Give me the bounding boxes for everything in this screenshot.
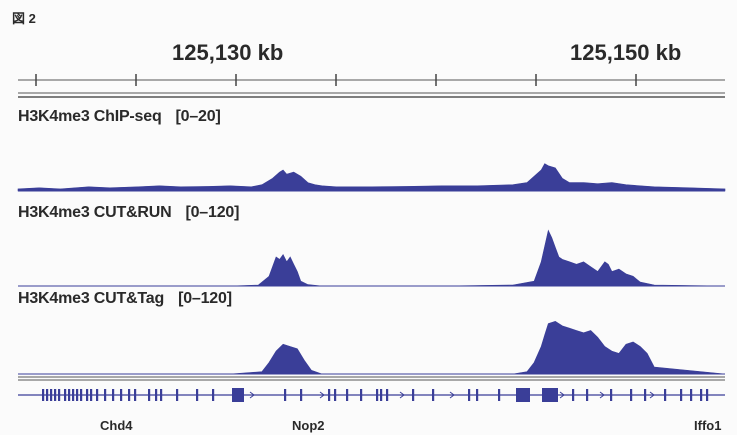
gene-exon [120, 389, 123, 401]
gene-exon [112, 389, 115, 401]
signal-area-cuttag [18, 320, 726, 375]
track-label-chipseq: H3K4me3 ChIP-seq [0–20] [18, 108, 221, 126]
gene-exon [468, 389, 471, 401]
gene-exon [64, 389, 67, 401]
gene-exon [50, 389, 53, 401]
gene-exon [630, 389, 633, 401]
strand-arrow [449, 391, 455, 399]
gene-exon [680, 389, 683, 401]
gene-exon [432, 389, 435, 401]
track-name-chipseq: H3K4me3 ChIP-seq [18, 108, 162, 125]
gene-label-iffo1: Iffo1 [694, 418, 722, 433]
gene-exon [42, 389, 45, 401]
track-label-cutrun: H3K4me3 CUT&RUN [0–120] [18, 204, 239, 222]
strand-arrow [649, 391, 655, 399]
gene-exon [86, 389, 89, 401]
gene-exon [46, 389, 49, 401]
signal-area-chipseq [17, 163, 726, 192]
strand-arrow [559, 391, 565, 399]
gene-exon [690, 389, 693, 401]
gene-exon [360, 389, 363, 401]
gene-exon [134, 389, 137, 401]
track-name-cuttag: H3K4me3 CUT&Tag [18, 290, 165, 307]
ruler-label-125130: 125,130 kb [172, 40, 284, 65]
gene-exon [96, 389, 99, 401]
track-range-chipseq: [0–20] [175, 108, 221, 125]
gene-exon [376, 389, 379, 401]
gene-exon [706, 389, 709, 401]
gene-exon [498, 389, 501, 401]
gene-exon [586, 389, 589, 401]
strand-arrow [319, 391, 325, 399]
gene-exon [176, 389, 179, 401]
gene-label-nop2: Nop2 [292, 418, 325, 433]
gene-exon [334, 389, 337, 401]
gene-exon [300, 389, 303, 401]
gene-exon [644, 389, 647, 401]
gene-label-chd4: Chd4 [100, 418, 133, 433]
gene-exon [90, 389, 93, 401]
gene-exon [68, 389, 71, 401]
gene-exon [72, 389, 75, 401]
gene-exon [196, 389, 199, 401]
gene-exon [664, 389, 667, 401]
gene-exon [58, 389, 61, 401]
strand-arrow [399, 391, 405, 399]
track-label-cuttag: H3K4me3 CUT&Tag [0–120] [18, 290, 232, 308]
gene-exon-block [232, 388, 244, 402]
ruler-label-125150: 125,150 kb [570, 40, 682, 65]
gene-exon-block [516, 388, 530, 402]
gene-exon [155, 389, 158, 401]
gene-exon [700, 389, 703, 401]
strand-arrow [249, 391, 255, 399]
track-name-cutrun: H3K4me3 CUT&RUN [18, 204, 172, 221]
gene-exon [160, 389, 163, 401]
gene-exon [412, 389, 415, 401]
figure-label: 図 2 [12, 11, 36, 26]
gene-exon [346, 389, 349, 401]
gene-exon-block [542, 388, 558, 402]
track-range-cuttag: [0–120] [178, 290, 232, 307]
track-range-cutrun: [0–120] [185, 204, 240, 221]
gene-exon [328, 389, 331, 401]
gene-exon [54, 389, 57, 401]
gene-exon [610, 389, 613, 401]
signal-area-cutrun [18, 229, 726, 287]
gene-exon [380, 389, 383, 401]
gene-exon [148, 389, 151, 401]
gene-exon [212, 389, 215, 401]
gene-exon [128, 389, 131, 401]
gene-exon [76, 389, 79, 401]
gene-exon [104, 389, 107, 401]
gene-exon [476, 389, 479, 401]
gene-exon [80, 389, 83, 401]
strand-arrow [599, 391, 605, 399]
gene-exon [572, 389, 575, 401]
gene-exon [386, 389, 389, 401]
gene-exon [284, 389, 287, 401]
